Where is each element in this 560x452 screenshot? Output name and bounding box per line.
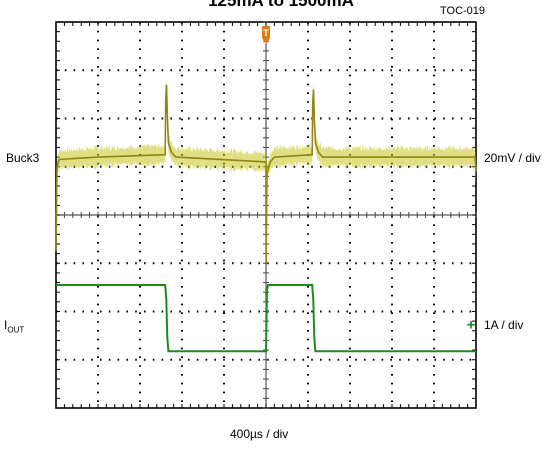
x-scale-label: 400µs / div: [230, 427, 289, 441]
channel1-scale: 20mV / div: [484, 151, 541, 165]
channel2-label-main: I: [4, 318, 8, 332]
figure-id: TOC-019: [440, 5, 486, 17]
trigger-marker: [262, 26, 270, 44]
channel1-label: Buck3: [6, 151, 40, 165]
buck3-trace: [55, 84, 477, 264]
ch2-ground-marker: +: [467, 317, 476, 334]
iout-trace: [56, 284, 476, 353]
chart-title: 125mA to 1500mA: [208, 0, 354, 10]
channel2-label-sub: OUT: [7, 325, 25, 335]
trigger-marker-label: T: [263, 28, 269, 38]
channel2-label: IOUT: [4, 318, 24, 334]
channel2-scale: 1A / div: [484, 318, 524, 332]
